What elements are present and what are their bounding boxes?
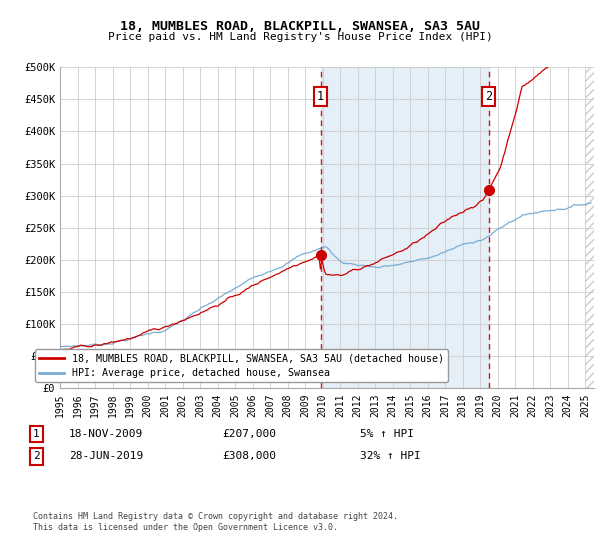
- Text: 2: 2: [485, 90, 493, 102]
- Text: 28-JUN-2019: 28-JUN-2019: [69, 451, 143, 461]
- Text: 18, MUMBLES ROAD, BLACKPILL, SWANSEA, SA3 5AU: 18, MUMBLES ROAD, BLACKPILL, SWANSEA, SA…: [120, 20, 480, 32]
- Bar: [585, 67, 594, 388]
- Text: 18-NOV-2009: 18-NOV-2009: [69, 429, 143, 439]
- Text: 2: 2: [33, 451, 40, 461]
- Text: 1: 1: [317, 90, 324, 102]
- Text: £207,000: £207,000: [222, 429, 276, 439]
- Text: Contains HM Land Registry data © Crown copyright and database right 2024.
This d: Contains HM Land Registry data © Crown c…: [33, 512, 398, 532]
- Text: £308,000: £308,000: [222, 451, 276, 461]
- Legend: 18, MUMBLES ROAD, BLACKPILL, SWANSEA, SA3 5AU (detached house), HPI: Average pri: 18, MUMBLES ROAD, BLACKPILL, SWANSEA, SA…: [35, 349, 448, 382]
- Text: 32% ↑ HPI: 32% ↑ HPI: [360, 451, 421, 461]
- Text: 1: 1: [33, 429, 40, 439]
- Text: Price paid vs. HM Land Registry's House Price Index (HPI): Price paid vs. HM Land Registry's House …: [107, 32, 493, 43]
- Text: 5% ↑ HPI: 5% ↑ HPI: [360, 429, 414, 439]
- Bar: [320, 67, 489, 388]
